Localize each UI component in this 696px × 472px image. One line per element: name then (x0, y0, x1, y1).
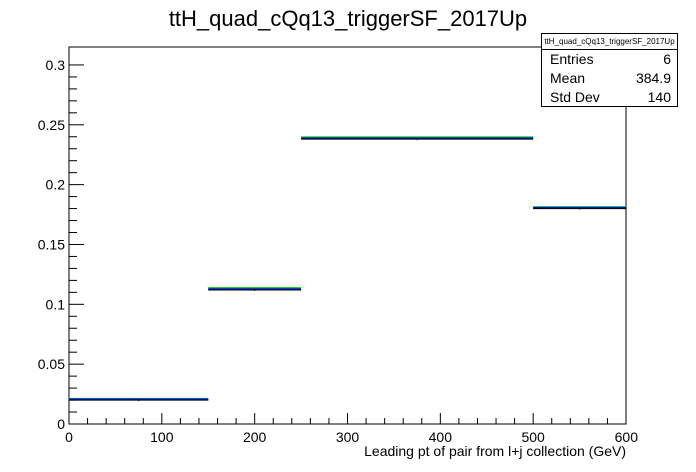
y-tick-label: 0.25 (38, 117, 65, 133)
y-tick-label: 0 (57, 416, 65, 432)
x-tick-label: 300 (336, 429, 360, 445)
stats-std-label: Std Dev (550, 89, 600, 105)
stats-mean-row: Mean 384.9 (542, 69, 677, 88)
x-axis: 0 100 200 300 400 500 600 (65, 413, 638, 445)
stats-mean-label: Mean (550, 70, 586, 86)
y-tick-label: 0.3 (46, 57, 66, 73)
stats-entries-label: Entries (550, 51, 594, 67)
x-tick-label: 600 (615, 429, 639, 445)
histogram-series (69, 136, 626, 402)
stats-box: ttH_quad_cQq13_triggerSF_2017Up Entries … (541, 33, 678, 107)
x-tick-label: 200 (243, 429, 267, 445)
y-tick-label: 0.15 (38, 236, 65, 252)
x-tick-label: 100 (150, 429, 174, 445)
y-axis: 0 0.05 0.1 0.15 0.2 0.25 0.3 (38, 57, 84, 432)
stats-title: ttH_quad_cQq13_triggerSF_2017Up (542, 34, 677, 50)
y-tick-label: 0.2 (46, 177, 66, 193)
x-tick-label: 0 (65, 429, 73, 445)
stats-std-value: 140 (647, 89, 671, 105)
x-tick-label: 500 (521, 429, 545, 445)
x-tick-label: 400 (429, 429, 453, 445)
y-tick-label: 0.1 (46, 296, 66, 312)
stats-entries-row: Entries 6 (542, 50, 677, 69)
stats-mean-value: 384.9 (635, 70, 671, 86)
stats-entries-value: 6 (663, 51, 671, 67)
y-tick-label: 0.05 (38, 356, 65, 372)
x-axis-label: Leading pt of pair from l+j collection (… (364, 443, 626, 459)
chart-title: ttH_quad_cQq13_triggerSF_2017Up (169, 6, 527, 31)
stats-std-row: Std Dev 140 (542, 88, 677, 107)
